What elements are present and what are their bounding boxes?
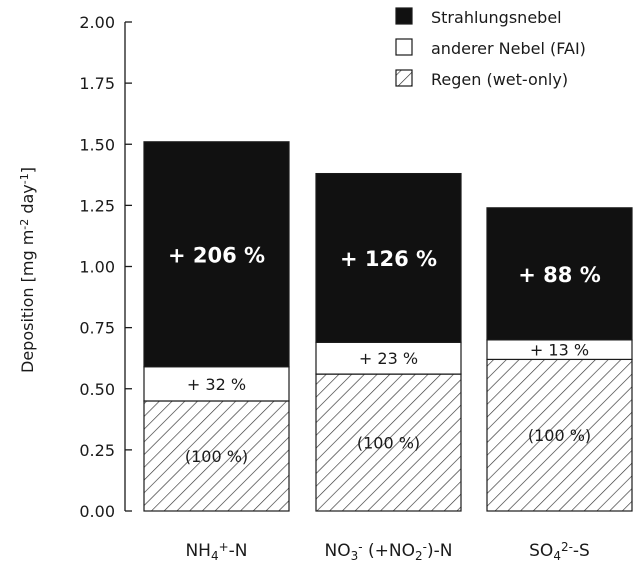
y-tick-label: 1.75: [79, 74, 115, 93]
bar-data-label: + 13 %: [530, 341, 589, 360]
legend-swatch: [395, 38, 413, 56]
legend-swatch: [395, 7, 413, 25]
legend-label: Regen (wet-only): [431, 70, 568, 89]
y-tick-label: 0.50: [79, 380, 115, 399]
bar-data-label: (100 %): [528, 426, 591, 445]
legend: Strahlungsnebel anderer Nebel (FAI) Regen …: [395, 7, 586, 89]
y-tick-label: 0.75: [79, 319, 115, 338]
bar-segment-white: [143, 366, 290, 402]
bars: (100 %) + 32 % + 206 % (100 %) + 23 % + 126 %…: [143, 141, 633, 512]
legend-label: Strahlungsnebel: [431, 8, 562, 27]
y-tick-label: 1.50: [79, 135, 115, 154]
category-label: NH4+-N: [185, 540, 247, 563]
bar-data-label: + 88 %: [518, 263, 600, 287]
bar-data-label: (100 %): [357, 434, 420, 453]
category-labels: NH4+-N NO3- (+NO2-)-N SO42--S: [185, 540, 589, 563]
bar-segment-hatch: [486, 358, 633, 512]
y-axis: 0.00 0.25 0.50 0.75 1.00 1.25 1.50 1.75 2.00: [79, 13, 132, 521]
bar-segment-white: [315, 341, 462, 375]
bar-segment-hatch: [315, 373, 462, 512]
bar-data-label: + 206 %: [168, 243, 265, 267]
category-label: SO42--S: [529, 540, 590, 563]
y-tick-label: 2.00: [79, 13, 115, 32]
y-tick-label: 1.25: [79, 196, 115, 215]
bar-segment-black: [486, 207, 633, 341]
bar-segment-black: [315, 172, 462, 343]
y-axis-label: Deposition [mg m-2 day-1]: [18, 167, 37, 373]
bar-data-label: + 32 %: [187, 375, 246, 394]
bar-data-label: (100 %): [185, 447, 248, 466]
y-tick-label: 1.00: [79, 258, 115, 277]
bar-data-label: + 23 %: [359, 349, 418, 368]
y-tick-label: 0.25: [79, 441, 115, 460]
category-label: NO3- (+NO2-)-N: [325, 540, 453, 563]
legend-swatch: [395, 69, 413, 87]
legend-label: anderer Nebel (FAI): [431, 39, 586, 58]
bar-data-label: + 126 %: [340, 247, 437, 271]
y-tick-label: 0.00: [79, 502, 115, 521]
bar-segment-black: [143, 141, 290, 368]
